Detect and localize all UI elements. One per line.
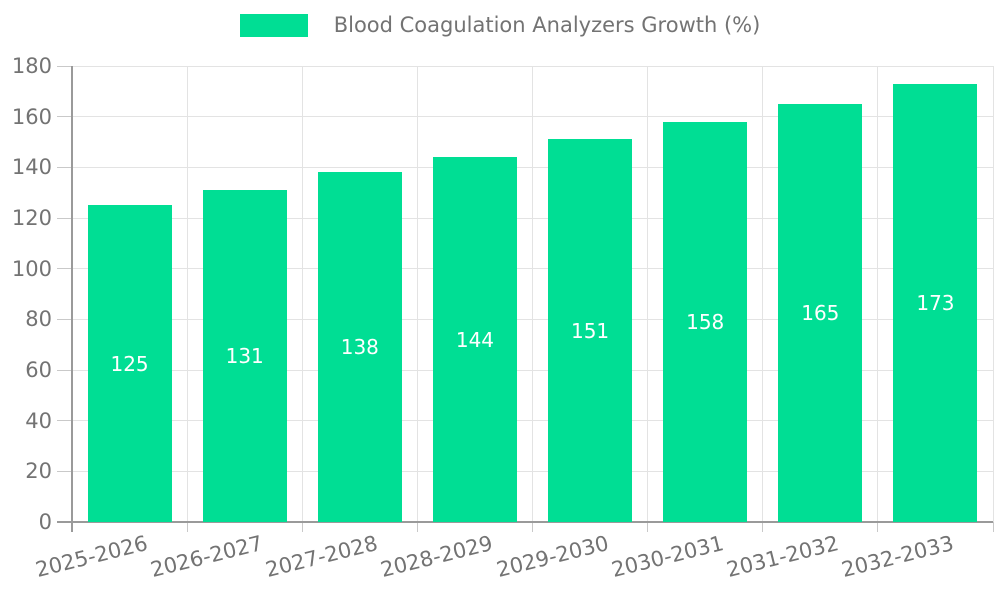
x-axis-line bbox=[57, 521, 993, 523]
y-axis-tick bbox=[57, 217, 72, 219]
bar[interactable]: 138 bbox=[317, 172, 402, 522]
legend-swatch-icon bbox=[239, 13, 308, 37]
legend-item[interactable]: Blood Coagulation Analyzers Growth (%) bbox=[0, 13, 1000, 37]
y-axis-tick bbox=[57, 318, 72, 320]
bar[interactable]: 125 bbox=[87, 205, 172, 522]
y-tick-label: 60 bbox=[25, 358, 52, 382]
x-tick-label: 2031-2032 bbox=[724, 531, 841, 583]
legend-label: Blood Coagulation Analyzers Growth (%) bbox=[333, 13, 761, 37]
bar[interactable]: 151 bbox=[548, 139, 633, 522]
x-axis-tick bbox=[762, 522, 764, 532]
y-axis-tick bbox=[57, 470, 72, 472]
y-axis-tick bbox=[57, 268, 72, 270]
y-axis-tick bbox=[57, 116, 72, 118]
bar[interactable]: 144 bbox=[432, 157, 517, 522]
bar[interactable]: 131 bbox=[202, 190, 287, 522]
bar-value-label: 151 bbox=[570, 318, 610, 343]
y-tick-label: 100 bbox=[11, 256, 52, 281]
v-gridline bbox=[416, 66, 418, 522]
y-tick-label: 40 bbox=[25, 408, 52, 433]
x-axis-tick bbox=[186, 522, 188, 532]
y-tick-label: 180 bbox=[11, 54, 52, 78]
v-gridline bbox=[877, 66, 879, 522]
y-tick-label: 120 bbox=[11, 206, 52, 230]
y-tick-label: 140 bbox=[11, 155, 52, 180]
x-axis-tick bbox=[532, 522, 533, 532]
v-gridline bbox=[992, 66, 994, 522]
x-axis-tick bbox=[877, 522, 879, 532]
v-gridline bbox=[301, 66, 303, 522]
y-axis-tick bbox=[57, 166, 72, 168]
x-tick-label: 2027-2028 bbox=[263, 531, 381, 583]
bar-value-label: 131 bbox=[225, 344, 264, 369]
bar[interactable]: 173 bbox=[893, 83, 978, 522]
bar-value-label: 165 bbox=[801, 301, 840, 325]
y-tick-label: 160 bbox=[11, 104, 52, 129]
v-gridline bbox=[762, 66, 764, 522]
y-tick-label: 20 bbox=[25, 459, 52, 484]
bar[interactable]: 165 bbox=[778, 104, 863, 522]
y-axis-tick bbox=[57, 369, 72, 371]
x-axis-tick bbox=[992, 522, 994, 532]
v-gridline bbox=[647, 66, 649, 522]
x-tick-label: 2032-2033 bbox=[839, 531, 957, 583]
y-axis-line bbox=[71, 66, 73, 532]
bar-value-label: 138 bbox=[340, 335, 379, 360]
y-axis-tick bbox=[57, 65, 72, 67]
v-gridline bbox=[186, 66, 188, 522]
y-tick-label: 0 bbox=[38, 510, 52, 534]
x-tick-label: 2028-2029 bbox=[378, 531, 496, 583]
x-tick-label: 2025-2026 bbox=[33, 531, 151, 583]
bar-value-label: 125 bbox=[110, 351, 149, 376]
bar-value-label: 173 bbox=[916, 290, 955, 315]
x-tick-label: 2026-2027 bbox=[148, 531, 266, 583]
bar-value-label: 144 bbox=[455, 327, 495, 352]
x-axis-tick bbox=[301, 522, 303, 532]
v-gridline bbox=[532, 66, 533, 522]
y-axis-tick bbox=[57, 420, 72, 422]
x-axis-tick bbox=[647, 522, 649, 532]
x-axis-tick bbox=[416, 522, 418, 532]
y-tick-label: 80 bbox=[25, 307, 52, 332]
bar-value-label: 158 bbox=[686, 309, 725, 334]
bar[interactable]: 158 bbox=[663, 121, 748, 522]
x-tick-label: 2029-2030 bbox=[493, 531, 611, 583]
x-tick-label: 2030-2031 bbox=[608, 531, 726, 583]
